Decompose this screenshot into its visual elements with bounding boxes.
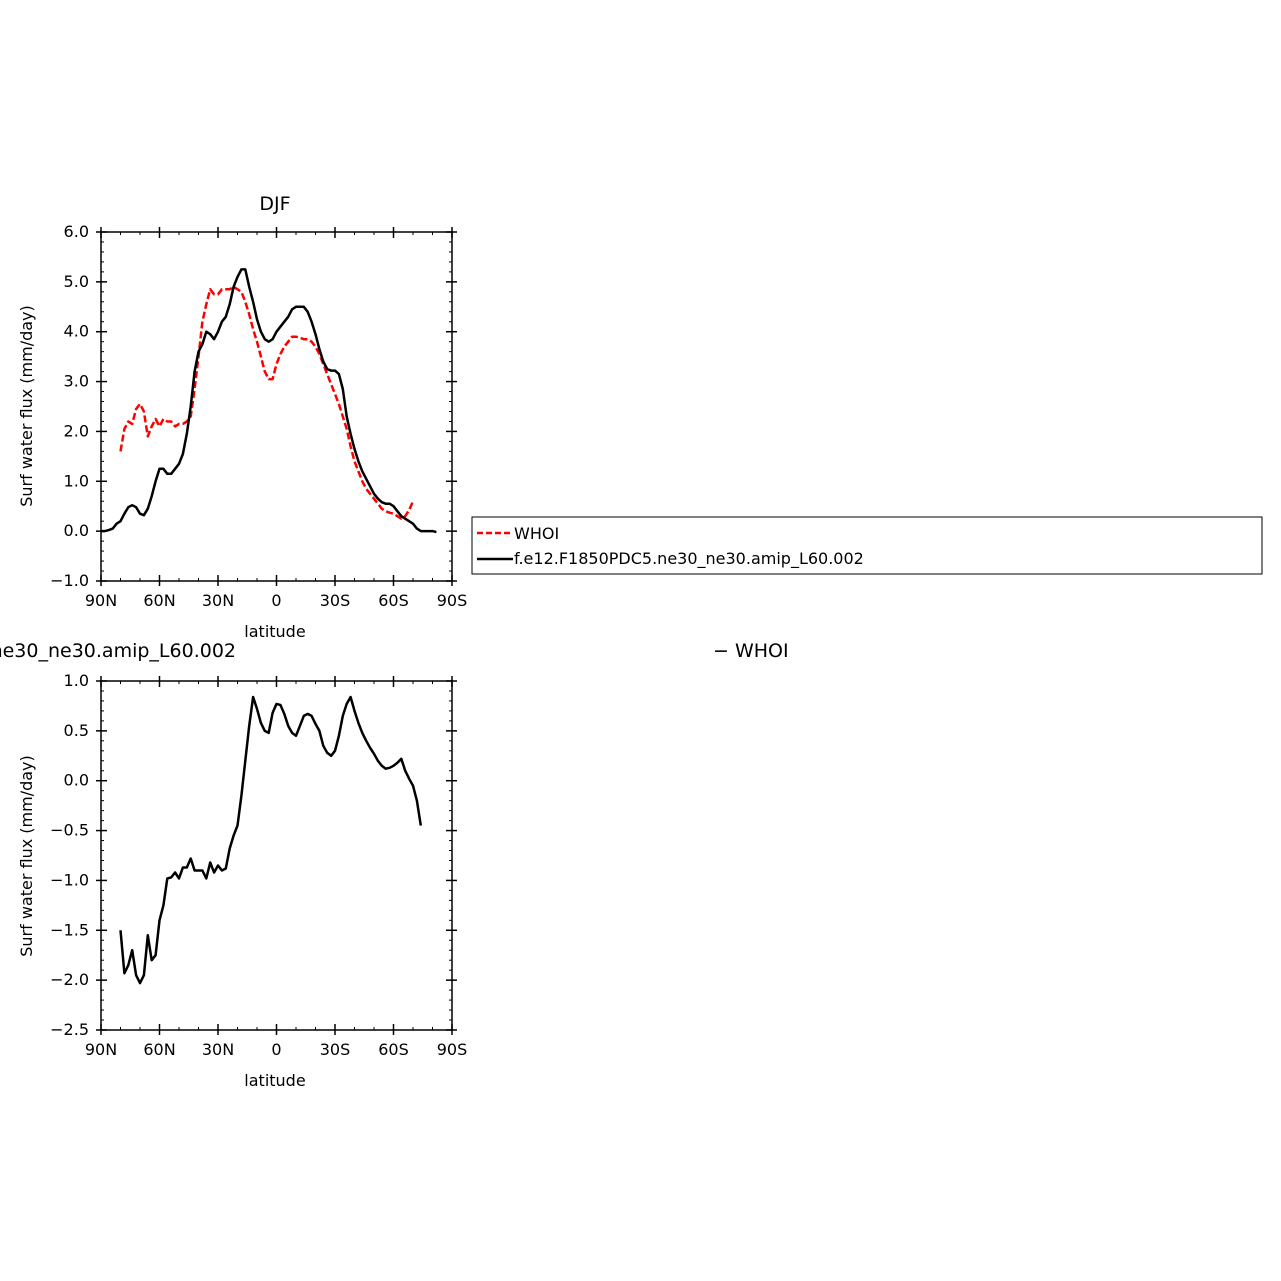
bottom-y-axis-label: Surf water flux (mm/day) xyxy=(17,755,36,957)
bottom-y-tick-label: −2.5 xyxy=(50,1020,89,1039)
top-panel: DJF −1.0 0.0 1.0 2.0 3.0 4.0 5.0 6.0 90N 60N 30N 0 3… xyxy=(17,193,467,641)
top-x-tick-label: 90N xyxy=(85,591,117,610)
bottom-y-tick-label: 0.5 xyxy=(64,721,89,740)
bottom-y-tick-label: −1.0 xyxy=(50,870,89,889)
bottom-series-line-0 xyxy=(119,695,423,985)
bottom-plot-area: −2.5 −2.0 −1.5 −1.0 −0.5 0.0 0.5 1.0 90N 60N 30N 0 3… xyxy=(50,671,467,1059)
top-y-tick-label: 6.0 xyxy=(64,222,89,241)
top-x-axis-label: latitude xyxy=(244,622,305,641)
top-x-tick-label: 30S xyxy=(320,591,351,610)
top-x-tick-label: 60N xyxy=(143,591,175,610)
bottom-x-tick-label: 0 xyxy=(271,1040,281,1059)
top-plot-title: DJF xyxy=(259,193,290,215)
top-y-tick-label: 2.0 xyxy=(64,421,89,440)
top-y-tick-label: 3.0 xyxy=(64,372,89,391)
top-series-line-1 xyxy=(101,268,437,534)
bottom-plot-title-right: − WHOI xyxy=(713,640,789,662)
bottom-x-tick-label: 30N xyxy=(202,1040,234,1059)
top-x-tick-label: 60S xyxy=(378,591,409,610)
bottom-plot-title-left: f.e12.F1850PDC5.ne30_ne30.amip_L60.002 xyxy=(0,640,236,662)
legend-box xyxy=(471,516,1263,575)
top-series-line-0 xyxy=(119,285,415,520)
bottom-y-tick-label: 1.0 xyxy=(64,671,89,690)
top-y-tick-label: 1.0 xyxy=(64,471,89,490)
legend-entry-model: f.e12.F1850PDC5.ne30_ne30.amip_L60.002 xyxy=(514,549,864,569)
top-plot-frame xyxy=(100,231,453,582)
top-x-tick-label: 90S xyxy=(437,591,468,610)
bottom-y-tick-label: 0.0 xyxy=(64,771,89,790)
bottom-x-axis-label: latitude xyxy=(244,1071,305,1090)
top-x-tick-label: 0 xyxy=(271,591,281,610)
legend: WHOI f.e12.F1850PDC5.ne30_ne30.amip_L60.… xyxy=(471,516,1263,575)
bottom-x-tick-label: 60S xyxy=(378,1040,409,1059)
bottom-x-tick-label: 30S xyxy=(320,1040,351,1059)
top-plot-area: −1.0 0.0 1.0 2.0 3.0 4.0 5.0 6.0 90N 60N 30N 0 30S 60… xyxy=(50,222,467,610)
top-y-tick-label: 0.0 xyxy=(64,521,89,540)
top-y-tick-label: 4.0 xyxy=(64,322,89,341)
top-y-axis-label: Surf water flux (mm/day) xyxy=(17,305,36,507)
bottom-x-tick-label: 90S xyxy=(437,1040,468,1059)
bottom-y-tick-label: −2.0 xyxy=(50,970,89,989)
legend-entry-whoi: WHOI xyxy=(514,524,559,543)
top-y-tick-label: 5.0 xyxy=(64,272,89,291)
top-y-tick-label: −1.0 xyxy=(50,571,89,590)
bottom-y-tick-label: −0.5 xyxy=(50,821,89,840)
bottom-x-tick-label: 60N xyxy=(143,1040,175,1059)
bottom-y-tick-label: −1.5 xyxy=(50,920,89,939)
bottom-plot-frame xyxy=(100,680,453,1031)
top-x-tick-label: 30N xyxy=(202,591,234,610)
bottom-x-tick-label: 90N xyxy=(85,1040,117,1059)
bottom-panel: f.e12.F1850PDC5.ne30_ne30.amip_L60.002 −… xyxy=(0,640,789,1090)
